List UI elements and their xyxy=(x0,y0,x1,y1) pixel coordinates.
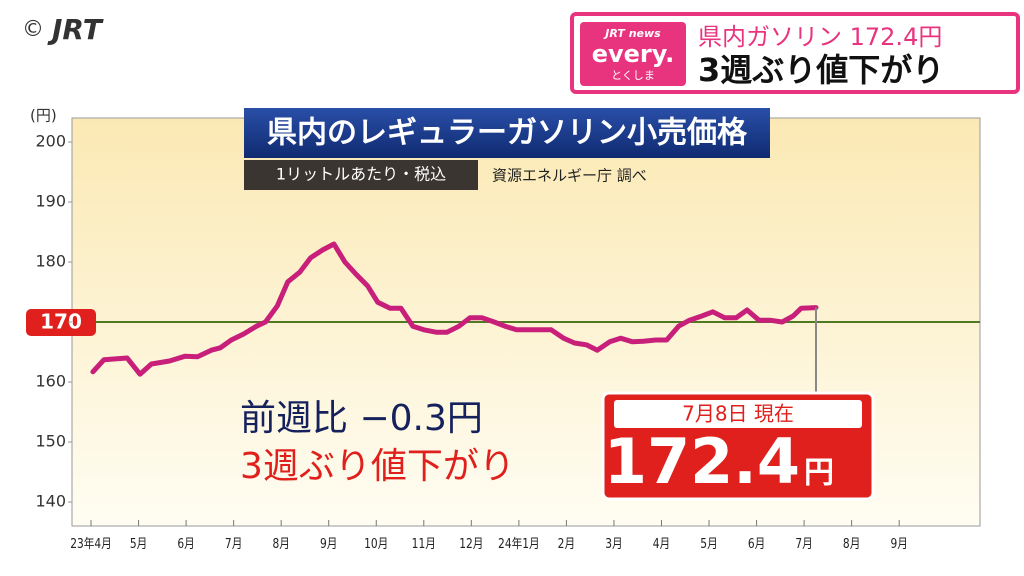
reference-label-box xyxy=(26,309,96,336)
x-tick-label: 3月 xyxy=(605,536,622,551)
subtitle-box xyxy=(244,160,478,190)
y-tick-label: 190 xyxy=(35,192,66,211)
callout-unit: 円 xyxy=(804,456,834,491)
chart-source: 資源エネルギー庁 調べ xyxy=(492,167,647,185)
x-tick-label: 4月 xyxy=(653,536,670,551)
x-tick-label: 7月 xyxy=(225,536,242,551)
x-tick-label: 24年1月 xyxy=(498,536,540,551)
x-tick-label: 8月 xyxy=(843,536,860,551)
y-tick-label: 150 xyxy=(35,432,66,451)
chart-subtitle: 1リットルあたり・税込 xyxy=(276,165,446,184)
program-region: とくしま xyxy=(611,69,655,82)
x-tick-label: 5月 xyxy=(700,536,717,551)
subheadline: 3週ぶり値下がり xyxy=(698,51,944,89)
y-axis-label: (円) xyxy=(30,107,57,125)
x-tick-label: 9月 xyxy=(320,536,337,551)
annotation: 前週比 −0.3円 xyxy=(240,398,483,439)
callout-value: 172.4 xyxy=(604,425,800,498)
annotation: 3週ぶり値下がり xyxy=(240,446,515,487)
x-tick-label: 5月 xyxy=(130,536,147,551)
copyright: © xyxy=(22,17,44,42)
x-tick-label: 7月 xyxy=(795,536,812,551)
title-bar xyxy=(244,108,770,158)
x-tick-label: 9月 xyxy=(890,536,907,551)
x-tick-label: 12月 xyxy=(459,536,483,551)
y-tick-label: 160 xyxy=(35,372,66,391)
program-brand: JRT news xyxy=(603,27,661,40)
x-tick-label: 10月 xyxy=(364,536,388,551)
program-name: every. xyxy=(592,40,675,68)
chart-title: 県内のレギュラーガソリン小売価格 xyxy=(267,116,748,151)
x-tick-label: 8月 xyxy=(272,536,289,551)
x-tick-label: 6月 xyxy=(177,536,194,551)
program-logo xyxy=(580,22,686,86)
x-tick-label: 2月 xyxy=(558,536,575,551)
y-tick-label: 170 xyxy=(40,310,82,334)
y-tick-label: 180 xyxy=(35,252,66,271)
x-tick-label: 6月 xyxy=(748,536,765,551)
logo: JRT xyxy=(47,13,104,46)
data-line xyxy=(90,241,819,377)
y-tick-label: 200 xyxy=(35,132,66,151)
callout-date: 7月8日 現在 xyxy=(682,402,794,426)
headline: 県内ガソリン 172.4円 xyxy=(698,23,942,51)
x-tick-label: 23年4月 xyxy=(70,536,112,551)
callout-date-box xyxy=(614,400,862,428)
x-tick-label: 11月 xyxy=(412,536,436,551)
y-tick-label: 140 xyxy=(35,492,66,511)
